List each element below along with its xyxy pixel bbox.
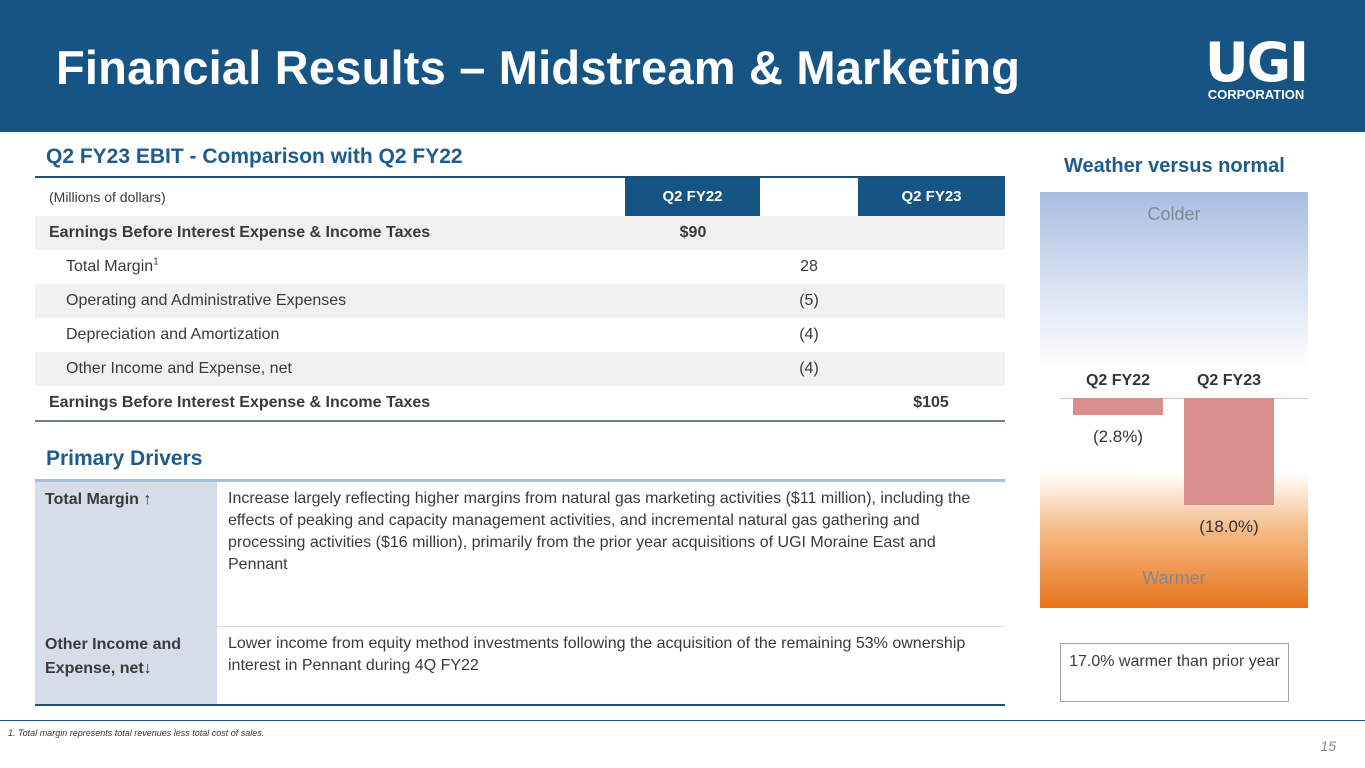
row-label: Earnings Before Interest Expense & Incom… (49, 394, 431, 411)
table-row: Earnings Before Interest Expense & Incom… (35, 386, 1005, 420)
row-value-q22: $90 (679, 224, 707, 241)
weather-category-label: Q2 FY22 (1085, 372, 1151, 389)
weather-note: 17.0% warmer than prior year (1060, 643, 1289, 702)
ebit-section-title: Q2 FY23 EBIT - Comparison with Q2 FY22 (46, 145, 463, 168)
weather-chart: Colder Warmer Q2 FY22 (2.8%) Q2 FY23 (18.0%… (1040, 192, 1308, 608)
ebit-table-header: (Millions of dollars) Q2 FY22 Q2 FY23 (35, 178, 1005, 216)
weather-category-label: Q2 FY23 (1196, 372, 1262, 389)
row-value-change: (4) (799, 326, 819, 343)
footer-divider (0, 720, 1365, 721)
drivers-section-title: Primary Drivers (46, 447, 203, 470)
warmer-label: Warmer (1142, 568, 1206, 588)
row-label: Total Margin1 (66, 250, 159, 284)
driver-key: Total Margin ↑ (35, 482, 217, 626)
logo-main-text: UGI (1204, 31, 1309, 94)
footnote-marker: 1 (153, 256, 159, 268)
drivers-table: Total Margin ↑ Increase largely reflecti… (35, 479, 1005, 706)
weather-bar-q2-fy22 (1073, 398, 1163, 415)
row-value-change: (4) (799, 360, 819, 377)
weather-value-label: (18.0%) (1199, 517, 1259, 536)
table-row: Other Income and Expense, net (4) (35, 352, 1005, 386)
row-label: Depreciation and Amortization (66, 326, 280, 343)
footnote: 1. Total margin represents total revenue… (8, 728, 265, 738)
colder-label: Colder (1147, 204, 1201, 224)
colder-gradient (1040, 192, 1308, 370)
driver-row: Total Margin ↑ Increase largely reflecti… (35, 482, 1005, 626)
ugi-logo: UGI CORPORATION (1196, 31, 1316, 102)
row-label-text: Total Margin (66, 258, 154, 275)
table-row: Depreciation and Amortization (4) (35, 318, 1005, 352)
logo-sub-text: CORPORATION (1207, 87, 1305, 102)
column-header-q2-fy22: Q2 FY22 (625, 178, 760, 216)
row-value-change: 28 (800, 258, 818, 275)
page-title: Financial Results – Midstream & Marketin… (56, 41, 1021, 94)
row-label: Operating and Administrative Expenses (66, 292, 347, 309)
driver-key: Other Income and Expense, net↓ (35, 627, 217, 704)
weather-value-label: (2.8%) (1092, 426, 1144, 446)
driver-description: Increase largely reflecting higher margi… (228, 490, 971, 573)
unit-label: (Millions of dollars) (49, 189, 166, 205)
header-bar: Financial Results – Midstream & Marketin… (0, 0, 1365, 132)
weather-title: Weather versus normal (1064, 155, 1285, 177)
row-value-change: (5) (799, 292, 819, 309)
table-row: Operating and Administrative Expenses (5… (35, 284, 1005, 318)
driver-row: Other Income and Expense, net↓ Lower inc… (35, 626, 1005, 704)
column-header-q2-fy23: Q2 FY23 (858, 178, 1005, 216)
weather-bar-q2-fy23 (1184, 398, 1274, 505)
row-label: Earnings Before Interest Expense & Incom… (49, 224, 431, 241)
row-label: Other Income and Expense, net (66, 360, 292, 377)
page-number: 15 (1320, 738, 1336, 754)
driver-description: Lower income from equity method investme… (228, 635, 966, 674)
table-row: Earnings Before Interest Expense & Incom… (35, 216, 1005, 250)
table-row: Total Margin1 28 (35, 250, 1005, 284)
row-value-q23: $105 (913, 394, 949, 411)
ebit-table: (Millions of dollars) Q2 FY22 Q2 FY23 Ea… (35, 176, 1005, 422)
